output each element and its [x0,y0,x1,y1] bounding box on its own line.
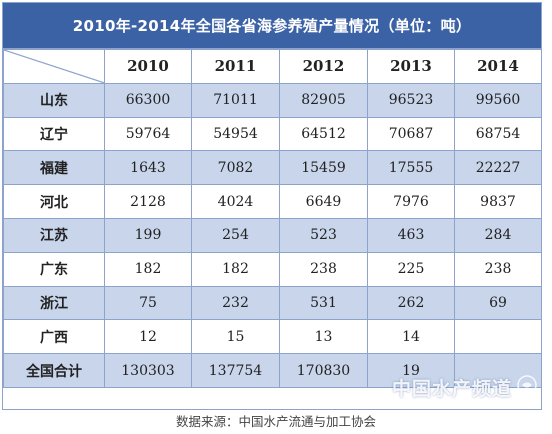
value-cell: 254 [191,217,280,253]
value-cell: 99560 [454,82,541,118]
province-cell: 广东 [3,251,105,287]
province-cell: 全国合计 [3,353,105,388]
province-cell: 辽宁 [3,116,105,152]
table-row: 广东 182 182 238 225 238 [3,251,541,287]
value-cell: 182 [104,251,192,287]
province-cell: 河北 [3,184,105,219]
table-frame: 2010年-2014年全国各省海参养殖产量情况（单位：吨） 2010 2011 … [2,2,542,410]
value-cell: 238 [279,251,368,287]
value-cell: 2128 [104,184,192,219]
column-header: 2012 [279,49,368,84]
value-cell: 4024 [191,184,280,219]
value-cell: 284 [454,217,541,253]
table-row: 福建 1643 7082 15459 17555 22227 [3,150,541,186]
province-cell: 福建 [3,150,105,186]
total-row: 全国合计 130303 137754 170830 19 [3,353,541,388]
value-cell: 137754 [191,353,280,388]
value-cell: 68754 [454,116,541,152]
value-cell: 75 [104,285,192,321]
data-source-caption: 数据来源：中国水产流通与加工协会 [175,414,376,429]
value-cell: 12 [104,319,192,355]
table-row: 江苏 199 254 523 463 284 [3,217,541,253]
column-header: 2010 [104,49,192,84]
table-row: 浙江 75 232 531 262 69 [3,285,541,321]
corner-cell [3,49,105,84]
value-cell: 13 [279,319,368,355]
value-cell: 19 [367,353,455,388]
value-cell: 54954 [191,116,280,152]
table-title: 2010年-2014年全国各省海参养殖产量情况（单位：吨） [3,3,541,49]
value-cell: 463 [367,217,455,253]
value-cell: 238 [454,251,541,287]
value-cell: 22227 [454,150,541,186]
table-row: 河北 2128 4024 6649 7976 9837 [3,184,541,219]
column-header: 2014 [454,49,541,84]
header-row: 2010 2011 2012 2013 2014 [3,49,541,84]
province-cell: 江苏 [3,217,105,253]
value-cell: 71011 [191,82,280,118]
province-cell: 广西 [3,319,105,355]
value-cell: 96523 [367,82,455,118]
value-cell: 14 [367,319,455,355]
value-cell: 15 [191,319,280,355]
value-cell: 15459 [279,150,368,186]
table-row: 山东 66300 71011 82905 96523 99560 [3,82,541,118]
province-cell: 山东 [3,82,105,118]
value-cell: 130303 [104,353,192,388]
value-cell: 523 [279,217,368,253]
value-cell: 199 [104,217,192,253]
value-cell: 7082 [191,150,280,186]
value-cell: 17555 [367,150,455,186]
value-cell: 182 [191,251,280,287]
value-cell: 9837 [454,184,541,219]
diagonal-divider [4,50,104,83]
value-cell: 7976 [367,184,455,219]
column-header: 2013 [367,49,455,84]
column-header: 2011 [191,49,280,84]
value-cell: 531 [279,285,368,321]
value-cell: 66300 [104,82,192,118]
province-cell: 浙江 [3,285,105,321]
table-row: 辽宁 59764 54954 64512 70687 68754 [3,116,541,152]
value-cell: 82905 [279,82,368,118]
value-cell: 69 [454,285,541,321]
value-cell: 6649 [279,184,368,219]
value-cell: 262 [367,285,455,321]
value-cell [454,319,541,355]
value-cell [454,353,541,388]
value-cell: 59764 [104,116,192,152]
value-cell: 64512 [279,116,368,152]
value-cell: 70687 [367,116,455,152]
value-cell: 1643 [104,150,192,186]
value-cell: 225 [367,251,455,287]
production-table: 2010 2011 2012 2013 2014 山东 66300 71011 … [3,49,541,388]
table-row: 广西 12 15 13 14 [3,319,541,355]
value-cell: 232 [191,285,280,321]
value-cell: 170830 [279,353,368,388]
